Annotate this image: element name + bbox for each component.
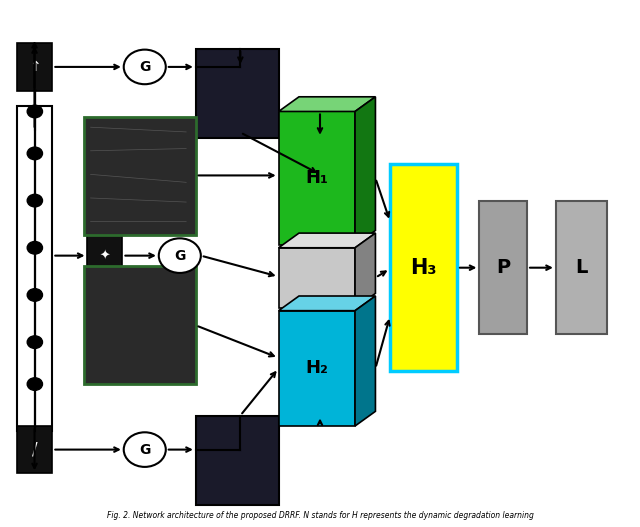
Polygon shape — [355, 97, 376, 245]
Text: ↑: ↑ — [29, 60, 40, 74]
Text: H₁: H₁ — [305, 169, 328, 187]
Circle shape — [27, 241, 42, 254]
Polygon shape — [355, 296, 376, 426]
Text: ✦: ✦ — [99, 249, 110, 262]
Text: H₃: H₃ — [410, 258, 436, 278]
Text: /: / — [32, 441, 37, 458]
Polygon shape — [355, 233, 376, 308]
Polygon shape — [278, 311, 355, 426]
Circle shape — [124, 432, 166, 467]
Text: Fig. 2. Network architecture of the proposed DRRF. N stands for H represents the: Fig. 2. Network architecture of the prop… — [107, 511, 533, 520]
Circle shape — [27, 194, 42, 207]
Text: G: G — [174, 249, 186, 262]
Text: P: P — [496, 258, 510, 277]
Bar — [17, 426, 52, 473]
Circle shape — [27, 147, 42, 160]
Text: H₂: H₂ — [305, 359, 328, 377]
Polygon shape — [278, 296, 376, 311]
Bar — [17, 43, 52, 91]
Text: L: L — [575, 258, 588, 277]
Text: G: G — [139, 60, 150, 74]
Bar — [17, 106, 52, 431]
Bar — [556, 201, 607, 334]
Circle shape — [27, 289, 42, 301]
Bar — [84, 116, 196, 235]
Polygon shape — [278, 97, 376, 112]
Polygon shape — [278, 112, 355, 245]
Circle shape — [124, 50, 166, 84]
Circle shape — [159, 238, 201, 273]
Bar — [84, 266, 196, 384]
Circle shape — [27, 336, 42, 348]
Bar — [390, 164, 457, 371]
Text: G: G — [139, 443, 150, 456]
Bar — [196, 48, 278, 138]
Polygon shape — [278, 248, 355, 308]
Circle shape — [27, 105, 42, 118]
Bar — [479, 201, 527, 334]
Bar — [196, 415, 278, 505]
Circle shape — [27, 378, 42, 391]
Polygon shape — [278, 233, 376, 248]
Bar — [88, 235, 122, 277]
